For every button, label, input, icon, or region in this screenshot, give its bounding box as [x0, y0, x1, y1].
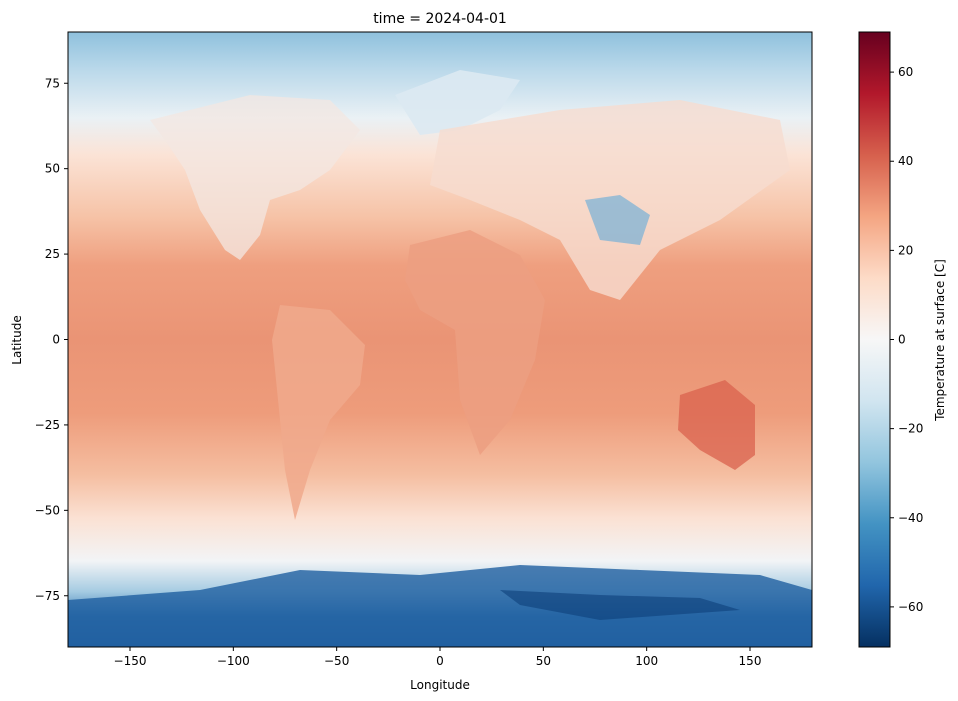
landmass-south-america [272, 305, 365, 520]
y-tick-label: 0 [52, 333, 60, 347]
x-tick-label: 100 [635, 654, 658, 668]
x-tick-label: 150 [739, 654, 762, 668]
y-axis: 75 50 25 0 −25 −50 −75 [35, 76, 68, 603]
colorbar-tick-label: 60 [898, 65, 913, 79]
antarctica-interior [500, 590, 740, 620]
colorbar-tick-label: 20 [898, 243, 913, 257]
landmass-africa [405, 230, 545, 455]
colorbar-label: Temperature at surface [C] [933, 259, 947, 422]
landmass-greenland [395, 70, 520, 135]
x-axis-label: Longitude [410, 678, 470, 692]
colorbar-tick-label: −20 [898, 422, 923, 436]
landmass-australia [678, 380, 755, 470]
y-tick-label: 25 [45, 247, 60, 261]
chart-title: time = 2024-04-01 [373, 11, 507, 27]
landmass-north-america [150, 95, 360, 260]
colorbar [858, 31, 891, 648]
colorbar-tick-label: 0 [898, 333, 906, 347]
x-tick-label: −50 [324, 654, 349, 668]
x-tick-label: 0 [436, 654, 444, 668]
y-tick-label: −25 [35, 418, 60, 432]
x-tick-label: −100 [217, 654, 250, 668]
heatmap-field [68, 32, 812, 647]
y-tick-label: −75 [35, 589, 60, 603]
x-axis: −150 −100 −50 0 50 100 150 [114, 647, 762, 668]
colorbar-tick-label: −60 [898, 600, 923, 614]
y-tick-label: −50 [35, 503, 60, 517]
x-tick-label: 50 [536, 654, 551, 668]
y-tick-label: 75 [45, 76, 60, 90]
colorbar-ticks: 60 40 20 0 −20 −40 −60 [890, 65, 923, 614]
colorbar-tick-label: 40 [898, 154, 913, 168]
y-tick-label: 50 [45, 162, 60, 176]
x-tick-label: −150 [114, 654, 147, 668]
y-axis-label: Latitude [10, 315, 24, 364]
landmass-antarctica [68, 565, 812, 647]
colorbar-tick-label: −40 [898, 511, 923, 525]
landmass-tibet [585, 195, 650, 245]
